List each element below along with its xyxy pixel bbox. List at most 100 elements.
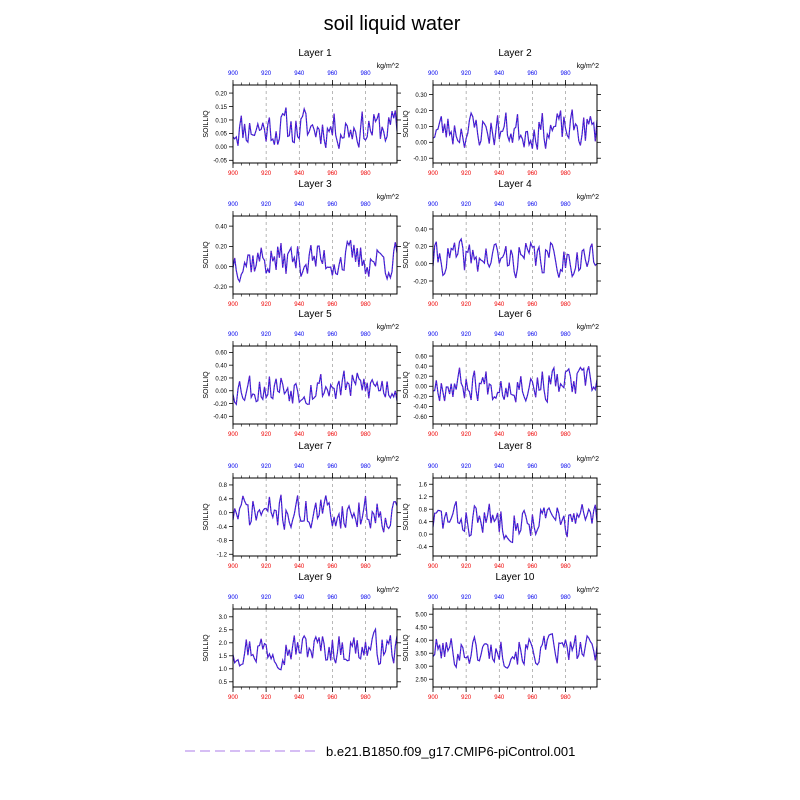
y-tick-label: 0.00 xyxy=(215,145,227,151)
panel-grid: Layer 1 kg/m^2 SOILLIQ -0.05 0.00 0.05 0.10 0.1… xyxy=(203,48,601,701)
x-tick-label-bottom: 940 xyxy=(494,695,505,701)
panel-layer-10: Layer 10 kg/m^2 SOILLIQ 2.50 3.00 3.50 4.00 4.5… xyxy=(403,572,601,701)
series-line-layer-7 xyxy=(232,494,398,533)
y-tick-label: 0.40 xyxy=(415,364,427,370)
series-line-layer-10 xyxy=(432,633,598,669)
series-line-layer-1 xyxy=(232,106,398,149)
panel-layer-5: Layer 5 kg/m^2 SOILLIQ -0.40 -0.20 0.00 0.20 0.… xyxy=(203,309,401,438)
x-tick-label-top: 980 xyxy=(561,464,572,470)
y-tick-label: 0.4 xyxy=(419,520,428,526)
x-tick-label-bottom: 960 xyxy=(527,302,538,308)
x-tick-label-bottom: 940 xyxy=(294,302,305,308)
y-tick-label: 0.40 xyxy=(215,363,227,369)
x-tick-label-bottom: 900 xyxy=(228,564,239,570)
x-tick-label-bottom: 960 xyxy=(327,302,338,308)
series-line-layer-9 xyxy=(232,627,398,671)
x-tick-label-bottom: 920 xyxy=(461,302,472,308)
x-tick-label-top: 900 xyxy=(428,464,439,470)
y-tick-label: 0.30 xyxy=(415,93,427,99)
units-label: kg/m^2 xyxy=(577,324,599,331)
y-tick-label: 3.50 xyxy=(415,652,427,658)
y-tick-label: -0.20 xyxy=(413,395,427,401)
y-tick-label: 0.8 xyxy=(419,508,428,514)
y-tick-label: -0.4 xyxy=(217,525,228,531)
x-tick-label-top: 980 xyxy=(361,332,372,338)
plot-frame xyxy=(232,84,398,164)
panel-title: Layer 8 xyxy=(498,441,532,452)
units-label: kg/m^2 xyxy=(377,456,399,463)
y-tick-label: 1.6 xyxy=(419,483,428,489)
x-tick-label-bottom: 900 xyxy=(228,171,239,177)
y-tick-label: 0.0 xyxy=(419,532,428,538)
x-tick-label-top: 920 xyxy=(461,332,472,338)
y-tick-label: 0.20 xyxy=(215,376,227,382)
y-tick-label: 3.0 xyxy=(219,615,228,621)
x-tick-label-bottom: 900 xyxy=(428,171,439,177)
x-tick-label-top: 960 xyxy=(327,332,338,338)
y-axis-label: SOILLIQ xyxy=(203,634,210,662)
units-label: kg/m^2 xyxy=(577,63,599,70)
panel-title: Layer 5 xyxy=(298,309,332,320)
x-tick-label-top: 980 xyxy=(561,71,572,77)
plot-frame xyxy=(232,215,398,295)
y-tick-label: 2.5 xyxy=(219,628,228,634)
x-tick-label-top: 920 xyxy=(261,464,272,470)
y-tick-label: 5.00 xyxy=(415,613,427,619)
y-tick-label: 0.00 xyxy=(415,262,427,268)
series-line-layer-6 xyxy=(432,365,598,404)
x-tick-label-top: 940 xyxy=(294,595,305,601)
y-tick-label: 0.05 xyxy=(215,132,227,138)
x-tick-label-top: 900 xyxy=(428,595,439,601)
y-tick-label: -0.8 xyxy=(217,539,228,545)
y-tick-label: 1.2 xyxy=(419,495,428,501)
y-tick-label: -0.20 xyxy=(413,279,427,285)
y-tick-label: -0.20 xyxy=(213,402,227,408)
x-tick-label-bottom: 920 xyxy=(261,302,272,308)
x-tick-label-top: 980 xyxy=(561,332,572,338)
x-tick-label-top: 900 xyxy=(428,202,439,208)
x-tick-label-top: 920 xyxy=(461,595,472,601)
plot-frame xyxy=(432,477,598,557)
x-tick-label-bottom: 960 xyxy=(327,432,338,438)
y-tick-label: 0.40 xyxy=(415,227,427,233)
x-tick-label-top: 900 xyxy=(428,71,439,77)
panel-title: Layer 10 xyxy=(496,572,535,583)
y-tick-label: 1.0 xyxy=(219,667,228,673)
x-tick-label-bottom: 920 xyxy=(261,171,272,177)
y-tick-label: 0.20 xyxy=(415,374,427,380)
units-label: kg/m^2 xyxy=(577,194,599,201)
panel-layer-8: Layer 8 kg/m^2 SOILLIQ -0.4 0.0 0.4 0.8 1.2 1.6 9… xyxy=(403,441,601,570)
y-tick-label: 0.00 xyxy=(215,265,227,271)
series-line-overlay xyxy=(432,366,598,403)
plot-frame xyxy=(232,608,398,688)
y-tick-label: 0.20 xyxy=(415,109,427,115)
x-tick-label-top: 960 xyxy=(527,71,538,77)
panel-layer-4: Layer 4 kg/m^2 SOILLIQ -0.20 0.00 0.20 0.40 900… xyxy=(403,179,601,308)
y-tick-label: 0.8 xyxy=(219,483,228,489)
x-tick-label-top: 940 xyxy=(494,595,505,601)
x-tick-label-bottom: 980 xyxy=(561,564,572,570)
y-tick-label: 4.50 xyxy=(415,626,427,632)
x-tick-label-top: 960 xyxy=(527,464,538,470)
x-tick-label-top: 900 xyxy=(228,464,239,470)
x-tick-label-bottom: 980 xyxy=(561,302,572,308)
x-tick-label-top: 980 xyxy=(561,202,572,208)
series-line-layer-4 xyxy=(432,237,598,279)
plot-frame xyxy=(432,345,598,425)
x-tick-label-bottom: 920 xyxy=(261,695,272,701)
x-tick-label-bottom: 900 xyxy=(428,695,439,701)
y-tick-label: 3.00 xyxy=(415,665,427,671)
plot-frame xyxy=(232,477,398,557)
x-tick-label-bottom: 920 xyxy=(461,695,472,701)
plot-frame xyxy=(432,215,598,295)
x-tick-label-top: 940 xyxy=(494,332,505,338)
plot-frame xyxy=(432,608,598,688)
units-label: kg/m^2 xyxy=(577,587,599,594)
x-tick-label-bottom: 940 xyxy=(294,695,305,701)
y-tick-label: 0.5 xyxy=(219,680,228,686)
y-tick-label: -1.2 xyxy=(217,553,228,559)
x-tick-label-top: 960 xyxy=(527,595,538,601)
panel-layer-2: Layer 2 kg/m^2 SOILLIQ -0.10 0.00 0.10 0.20 0.3… xyxy=(403,48,601,177)
x-tick-label-top: 960 xyxy=(527,332,538,338)
